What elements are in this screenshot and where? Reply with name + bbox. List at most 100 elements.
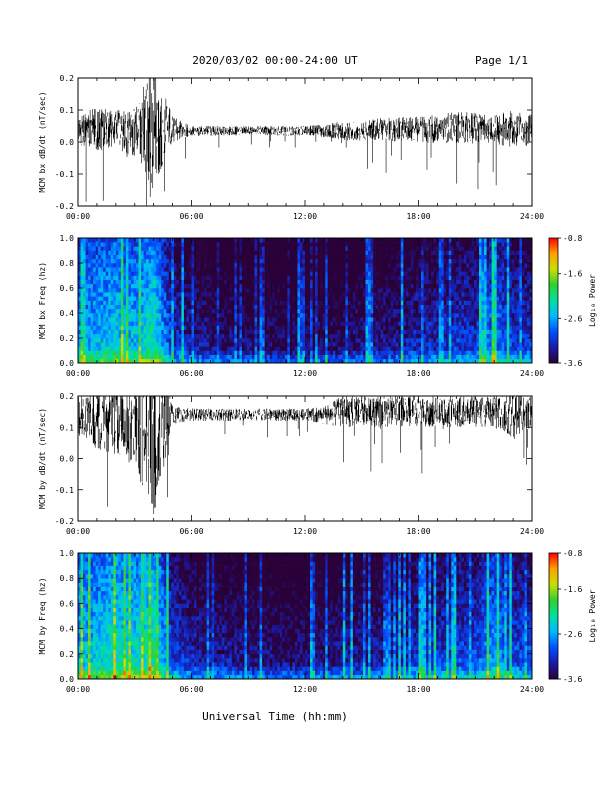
spectrogram-cell (449, 288, 452, 292)
spectrogram-cell (204, 313, 207, 317)
spectrogram-cell (343, 267, 346, 271)
spectrogram-cell (360, 284, 363, 288)
spectrogram-cell (194, 330, 197, 334)
spectrogram-cell (469, 276, 472, 280)
spectrogram-cell (421, 238, 424, 242)
spectrogram-cell (348, 251, 351, 255)
spectrogram-cell (86, 301, 89, 305)
spectrogram-cell (285, 317, 288, 321)
spectrogram-cell (479, 330, 482, 334)
spectrogram-cell (446, 251, 449, 255)
spectrogram-cell (489, 309, 492, 313)
spectrogram-cell (355, 309, 358, 313)
spectrogram-cell (126, 313, 129, 317)
spectrogram-cell (441, 259, 444, 263)
spectrogram-cell (91, 259, 94, 263)
spectrogram-cells (78, 238, 532, 363)
spectrogram-cell (146, 292, 149, 296)
spectrogram-cell (474, 330, 477, 334)
spectrogram-cell (426, 251, 429, 255)
spectrogram-cell (101, 313, 104, 317)
spectrogram-cell (93, 351, 96, 355)
spectrogram-cell (338, 346, 341, 350)
spectrogram-cell (149, 238, 152, 242)
spectrogram-cell (388, 305, 391, 309)
spectrogram-cell (376, 242, 379, 246)
spectrogram-cell (403, 309, 406, 313)
spectrogram-cell (305, 309, 308, 313)
spectrogram-cell (330, 342, 333, 346)
spectrogram-cell (144, 346, 147, 350)
spectrogram-cell (133, 351, 136, 355)
spectrogram-cell (282, 330, 285, 334)
spectrogram-cell (318, 351, 321, 355)
spectrogram-cell (323, 342, 326, 346)
spectrogram-cell (202, 251, 205, 255)
spectrogram-cell (98, 355, 101, 359)
spectrogram-cell (459, 242, 462, 246)
spectrogram-cell (267, 317, 270, 321)
spectrogram-cell (363, 355, 366, 359)
spectrogram-cell (358, 355, 361, 359)
spectrogram-cell (393, 284, 396, 288)
spectrogram-cell (426, 321, 429, 325)
spectrogram-cell (333, 342, 336, 346)
spectrogram-cell (366, 342, 369, 346)
spectrogram-cell (398, 296, 401, 300)
spectrogram-cell (386, 276, 389, 280)
spectrogram-cell (451, 321, 454, 325)
spectrogram-cell (333, 301, 336, 305)
spectrogram-cell (391, 251, 394, 255)
spectrogram-cell (224, 321, 227, 325)
spectrogram-cell (214, 334, 217, 338)
spectrogram-cell (111, 317, 114, 321)
spectrogram-cell (239, 263, 242, 267)
spectrogram-cell (297, 280, 300, 284)
spectrogram-cell (123, 246, 126, 250)
spectrogram-cell (396, 334, 399, 338)
spectrogram-cell (88, 301, 91, 305)
spectrogram-cell (171, 280, 174, 284)
spectrogram-cell (451, 292, 454, 296)
spectrogram-cell (386, 305, 389, 309)
spectrogram-cell (209, 246, 212, 250)
spectrogram-cell (141, 321, 144, 325)
spectrogram-cell (320, 309, 323, 313)
spectrogram-cell (449, 296, 452, 300)
spectrogram-cell (227, 309, 230, 313)
spectrogram-cell (257, 280, 260, 284)
spectrogram-cell (482, 280, 485, 284)
spectrogram-cell (116, 255, 119, 259)
spectrogram-cell (280, 305, 283, 309)
spectrogram-cell (207, 346, 210, 350)
spectrogram-cell (250, 251, 253, 255)
spectrogram-cell (318, 238, 321, 242)
spectrogram-cell (176, 305, 179, 309)
spectrogram-cell (194, 301, 197, 305)
spectrogram-cell (270, 326, 273, 330)
spectrogram-cell (368, 330, 371, 334)
spectrogram-cell (282, 301, 285, 305)
spectrogram-cell (86, 292, 89, 296)
spectrogram-cell (282, 296, 285, 300)
spectrogram-cell (83, 238, 86, 242)
spectrogram-cell (282, 284, 285, 288)
spectrogram-cell (133, 326, 136, 330)
spectrogram-cell (360, 334, 363, 338)
spectrogram-cell (340, 296, 343, 300)
spectrogram-cell (335, 288, 338, 292)
spectrogram-cell (297, 330, 300, 334)
spectrogram-cell (96, 259, 99, 263)
spectrogram-cell (330, 334, 333, 338)
spectrogram-cell (265, 263, 268, 267)
spectrogram-cell (368, 351, 371, 355)
spectrogram-cell (484, 296, 487, 300)
spectrogram-cell (449, 271, 452, 275)
spectrogram-cell (484, 267, 487, 271)
spectrogram-cell (103, 292, 106, 296)
spectrogram-cell (285, 288, 288, 292)
spectrogram-cell (335, 351, 338, 355)
spectrogram-cell (431, 288, 434, 292)
spectrogram-cell (118, 267, 121, 271)
spectrogram-cell (128, 267, 131, 271)
